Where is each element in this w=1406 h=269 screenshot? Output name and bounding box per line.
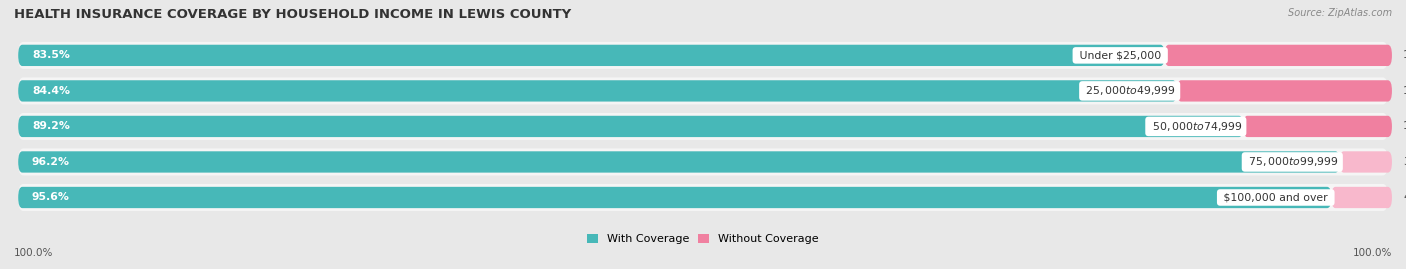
FancyBboxPatch shape (18, 187, 1331, 208)
Text: $100,000 and over: $100,000 and over (1220, 193, 1331, 203)
Text: 95.6%: 95.6% (32, 193, 70, 203)
FancyBboxPatch shape (1164, 45, 1392, 66)
Text: 3.8%: 3.8% (1403, 157, 1406, 167)
FancyBboxPatch shape (18, 113, 1388, 140)
Text: 84.4%: 84.4% (32, 86, 70, 96)
Text: 96.2%: 96.2% (32, 157, 70, 167)
Text: 4.4%: 4.4% (1403, 193, 1406, 203)
FancyBboxPatch shape (18, 116, 1243, 137)
FancyBboxPatch shape (18, 151, 1340, 173)
Text: HEALTH INSURANCE COVERAGE BY HOUSEHOLD INCOME IN LEWIS COUNTY: HEALTH INSURANCE COVERAGE BY HOUSEHOLD I… (14, 8, 571, 21)
FancyBboxPatch shape (1243, 116, 1392, 137)
FancyBboxPatch shape (18, 80, 1177, 102)
Text: 100.0%: 100.0% (14, 248, 53, 258)
Text: 83.5%: 83.5% (32, 50, 70, 60)
Text: $25,000 to $49,999: $25,000 to $49,999 (1083, 84, 1177, 97)
FancyBboxPatch shape (18, 77, 1388, 104)
Text: 100.0%: 100.0% (1353, 248, 1392, 258)
Text: 89.2%: 89.2% (32, 121, 70, 132)
Text: $75,000 to $99,999: $75,000 to $99,999 (1244, 155, 1340, 168)
FancyBboxPatch shape (18, 42, 1388, 69)
FancyBboxPatch shape (18, 184, 1388, 211)
FancyBboxPatch shape (1331, 187, 1392, 208)
Text: 16.5%: 16.5% (1403, 50, 1406, 60)
Text: Under $25,000: Under $25,000 (1076, 50, 1164, 60)
FancyBboxPatch shape (18, 45, 1164, 66)
FancyBboxPatch shape (18, 148, 1388, 175)
FancyBboxPatch shape (1340, 151, 1392, 173)
Text: Source: ZipAtlas.com: Source: ZipAtlas.com (1288, 8, 1392, 18)
Text: 10.8%: 10.8% (1403, 121, 1406, 132)
Text: 15.6%: 15.6% (1403, 86, 1406, 96)
Text: $50,000 to $74,999: $50,000 to $74,999 (1149, 120, 1243, 133)
Legend: With Coverage, Without Coverage: With Coverage, Without Coverage (582, 229, 824, 249)
FancyBboxPatch shape (1177, 80, 1392, 102)
